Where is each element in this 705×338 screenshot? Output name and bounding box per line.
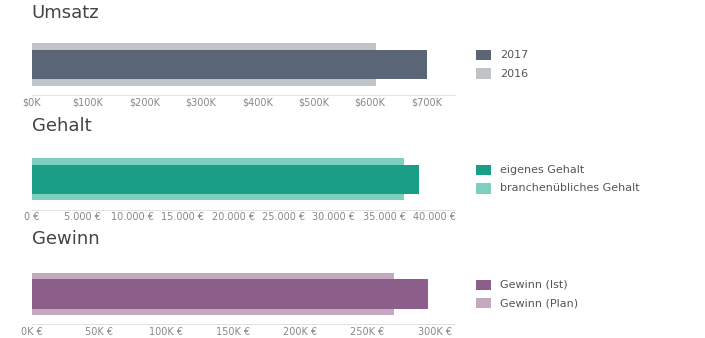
- Text: eigenes Gehalt: eigenes Gehalt: [500, 165, 584, 175]
- Text: 2017: 2017: [500, 50, 528, 60]
- Text: 2016: 2016: [500, 69, 528, 78]
- Text: Gehalt: Gehalt: [32, 117, 92, 135]
- Text: Gewinn: Gewinn: [32, 231, 99, 248]
- Text: branchenübliches Gehalt: branchenübliches Gehalt: [500, 184, 639, 193]
- Bar: [32, 50, 427, 79]
- Bar: [32, 273, 394, 315]
- Text: Umsatz: Umsatz: [32, 4, 99, 22]
- Text: Gewinn (Plan): Gewinn (Plan): [500, 298, 578, 308]
- Bar: [32, 165, 419, 194]
- Bar: [32, 280, 428, 309]
- Text: Gewinn (Ist): Gewinn (Ist): [500, 280, 568, 290]
- Bar: [32, 158, 405, 200]
- Bar: [32, 43, 376, 86]
